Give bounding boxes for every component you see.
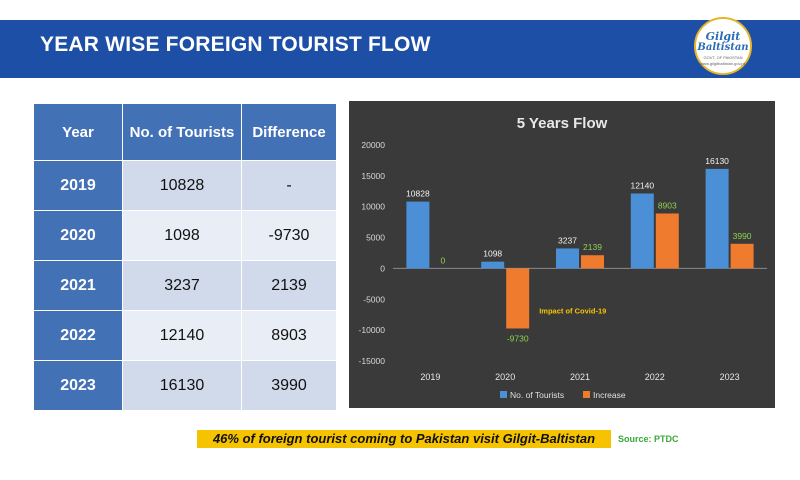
cell-tourists: 16130 — [122, 360, 242, 411]
cell-year: 2022 — [33, 310, 123, 361]
tourists-bar — [406, 201, 430, 269]
cell-tourists: 3237 — [122, 260, 242, 311]
table-row: 2023 16130 3990 — [33, 360, 337, 411]
increase-data-label: -9730 — [507, 333, 529, 343]
chart-title: 5 Years Flow — [517, 115, 608, 132]
legend-label-tourists: No. of Tourists — [510, 390, 564, 400]
increase-data-label: 2139 — [583, 242, 602, 252]
y-tick-label: -15000 — [359, 356, 386, 366]
legend-label-increase: Increase — [593, 390, 626, 400]
table-row: 2022 12140 8903 — [33, 310, 337, 361]
footer-note: 46% of foreign tourist coming to Pakista… — [197, 430, 611, 448]
cell-year: 2021 — [33, 260, 123, 311]
cell-tourists: 1098 — [122, 210, 242, 261]
tourists-data-label: 16130 — [705, 156, 729, 166]
tourists-bar — [630, 193, 654, 269]
gilgit-baltistan-logo: Gilgit Baltistan GOVT. OF PAKISTAN www.g… — [694, 17, 752, 75]
covid-annotation: Impact of Covid-19 — [539, 306, 606, 315]
table-row: 2019 10828 - — [33, 160, 337, 211]
header-difference: Difference — [241, 103, 337, 161]
cell-tourists: 10828 — [122, 160, 242, 211]
header-banner: YEAR WISE FOREIGN TOURIST FLOW Gilgit Ba… — [0, 17, 800, 78]
tourists-bar — [481, 261, 505, 269]
y-tick-label: 10000 — [361, 202, 385, 212]
cell-difference: - — [241, 160, 337, 211]
increase-data-label: 3990 — [733, 231, 752, 241]
x-tick-label: 2022 — [645, 372, 665, 382]
y-tick-label: -5000 — [363, 294, 385, 304]
y-tick-label: -10000 — [359, 325, 386, 335]
y-tick-label: 20000 — [361, 140, 385, 150]
tourists-data-label: 3237 — [558, 235, 577, 245]
tourists-data-label: 1098 — [483, 249, 502, 259]
page-title: YEAR WISE FOREIGN TOURIST FLOW — [40, 33, 431, 56]
logo-text-baltistan: Baltistan — [697, 42, 749, 53]
x-tick-label: 2019 — [420, 372, 440, 382]
cell-difference: 8903 — [241, 310, 337, 361]
cell-year: 2019 — [33, 160, 123, 211]
tourists-bar — [705, 168, 729, 269]
legend-swatch-increase — [583, 391, 590, 398]
header-year: Year — [33, 103, 123, 161]
cell-difference: -9730 — [241, 210, 337, 261]
logo-text-gilgit: Gilgit — [705, 30, 741, 43]
tourists-bar — [556, 248, 579, 269]
table-row: 2020 1098 -9730 — [33, 210, 337, 261]
cell-difference: 3990 — [241, 360, 337, 411]
tourist-flow-table: Year No. of Tourists Difference 2019 108… — [33, 103, 337, 411]
cell-year: 2023 — [33, 360, 123, 411]
increase-bar — [730, 243, 754, 269]
header-tourists: No. of Tourists — [122, 103, 242, 161]
five-years-flow-chart: 5 Years Flow 20000 15000 10000 5000 0 -5000 -10… — [349, 101, 775, 408]
table-header-row: Year No. of Tourists Difference — [33, 103, 337, 161]
cell-difference: 2139 — [241, 260, 337, 311]
increase-data-label: 0 — [441, 255, 446, 265]
logo-text-url: www.gilgitbaltistan.gov.pk — [700, 61, 746, 66]
cell-tourists: 12140 — [122, 310, 242, 361]
y-tick-label: 0 — [380, 263, 385, 273]
x-tick-label: 2020 — [495, 372, 515, 382]
increase-bar — [506, 268, 530, 329]
cell-year: 2020 — [33, 210, 123, 261]
legend-swatch-tourists — [500, 391, 507, 398]
table-row: 2021 3237 2139 — [33, 260, 337, 311]
y-tick-label: 15000 — [361, 171, 385, 181]
logo-text-govt: GOVT. OF PAKISTAN — [703, 55, 743, 60]
tourists-data-label: 10828 — [406, 189, 430, 199]
x-tick-label: 2023 — [720, 372, 740, 382]
y-tick-label: 5000 — [366, 233, 385, 243]
x-tick-label: 2021 — [570, 372, 590, 382]
tourists-data-label: 12140 — [630, 181, 654, 191]
increase-bar — [655, 213, 679, 269]
increase-bar — [581, 255, 604, 269]
source-credit: Source: PTDC — [618, 434, 679, 444]
increase-data-label: 8903 — [658, 200, 677, 210]
